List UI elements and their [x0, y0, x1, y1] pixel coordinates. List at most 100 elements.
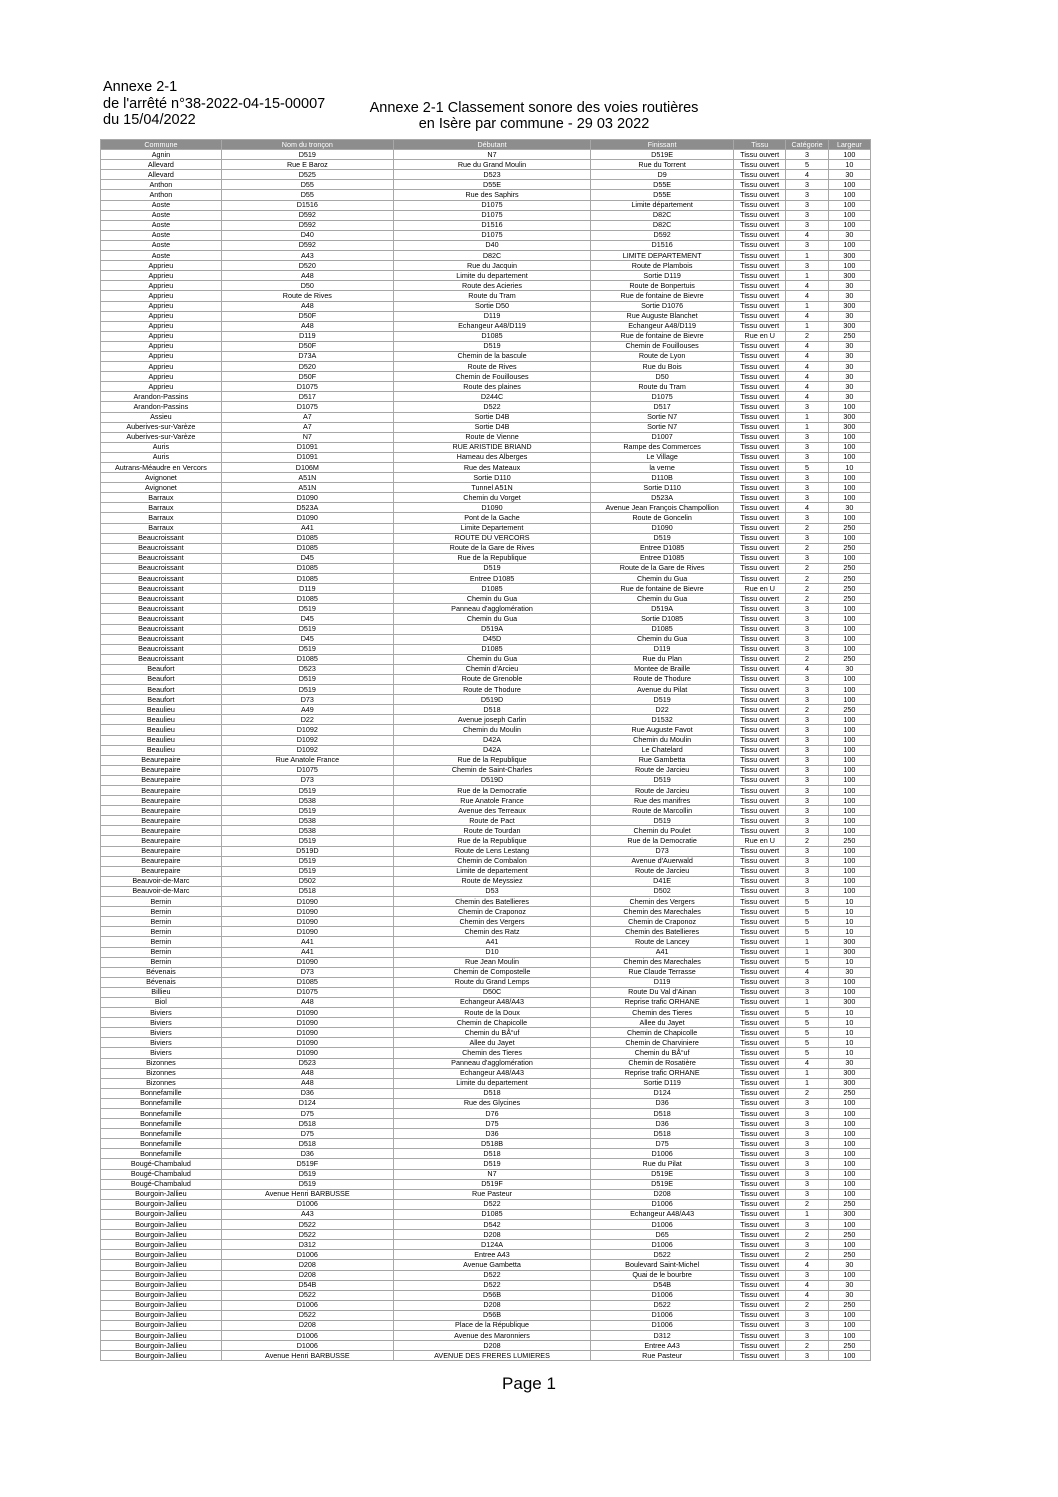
cell-debutant: Chemin de Chapicolle: [392, 1017, 592, 1029]
table-row: Beaulieu A49 D518 D22 Tissu ouvert 2 250: [100, 704, 872, 716]
cell-finissant: Chemin des Vergers: [590, 896, 735, 908]
cell-debutant: D244C: [392, 391, 592, 403]
cell-troncon: D1075: [220, 986, 394, 998]
table-row: Beaucroissant D1085 D519 Route de la Gare d…: [100, 562, 872, 575]
cell-largeur: 100: [827, 673, 872, 686]
cell-tissu: Tissu ouvert: [733, 845, 787, 857]
table-row: Beaucroissant D519 D1085 D119 Tissu ouvert 3 1…: [100, 643, 872, 655]
cell-troncon: N7: [220, 431, 394, 443]
cell-finissant: Chemin du Gua: [590, 593, 735, 605]
cell-finissant: A41: [590, 946, 735, 958]
table-row: Aoste D592 D40 D1516 Tissu ouvert 3 100: [100, 239, 872, 252]
cell-commune: Beaulieu: [100, 744, 222, 756]
cell-debutant: Route de la Doux: [392, 1007, 592, 1019]
cell-debutant: D10: [392, 946, 592, 958]
cell-debutant: Hameau des Alberges: [392, 451, 592, 464]
cell-troncon: D538: [220, 795, 394, 807]
cell-troncon: D1090: [220, 492, 394, 504]
cell-tissu: Tissu ouvert: [733, 865, 787, 877]
cell-finissant: Entree A43: [590, 1340, 735, 1352]
cell-tissu: Tissu ouvert: [733, 936, 787, 948]
cell-commune: Beaulieu: [100, 714, 222, 726]
cell-finissant: Avenue Jean François Champollion: [590, 502, 735, 514]
cell-commune: Bourgoin-Jallieu: [100, 1309, 222, 1321]
cell-finissant: D1006: [590, 1309, 735, 1321]
cell-finissant: D82C: [590, 209, 735, 221]
table-row: Bernin D1090 Chemin des Batellieres Chemin …: [100, 896, 872, 908]
cell-largeur: 100: [827, 694, 872, 706]
cell-tissu: Tissu ouvert: [733, 673, 787, 686]
cell-categorie: 3: [785, 694, 829, 706]
cell-tissu: Tissu ouvert: [733, 1037, 787, 1049]
cell-troncon: A7: [220, 411, 394, 423]
cell-tissu: Rue en U: [733, 330, 787, 342]
cell-debutant: RUE ARISTIDE BRIAND: [392, 441, 592, 453]
cell-commune: Apprieu: [100, 270, 222, 282]
cell-finissant: Rue Pasteur: [590, 1350, 735, 1362]
cell-finissant: D1075: [590, 391, 735, 403]
cell-finissant: Le Chatelard: [590, 744, 735, 756]
cell-debutant: Route de Grenoble: [392, 673, 592, 686]
table-row: Beaucroissant D1085 ROUTE DU VERCORS D519 Ti…: [100, 532, 872, 544]
cell-categorie: 4: [785, 502, 829, 514]
table-row: Biviers D1090 Chemin de Chapicolle Allee du…: [100, 1017, 872, 1029]
cell-debutant: D1085: [392, 583, 592, 595]
cell-categorie: 3: [785, 149, 829, 161]
cell-troncon: D45: [220, 552, 394, 564]
cell-troncon: D75: [220, 1107, 394, 1120]
cell-tissu: Tissu ouvert: [733, 270, 787, 282]
cell-troncon: D1090: [220, 1047, 394, 1059]
cell-commune: Beaucroissant: [100, 583, 222, 595]
cell-troncon: D1091: [220, 451, 394, 464]
cell-troncon: D522: [220, 1229, 394, 1241]
cell-tissu: Tissu ouvert: [733, 1138, 787, 1150]
cell-commune: Apprieu: [100, 330, 222, 342]
cell-finissant: D65: [590, 1229, 735, 1241]
cell-tissu: Tissu ouvert: [733, 724, 787, 736]
cell-troncon: D50F: [220, 371, 394, 383]
cell-troncon: D519: [220, 643, 394, 655]
cell-largeur: 10: [827, 461, 872, 474]
cell-debutant: Chemin de Compostelle: [392, 966, 592, 978]
cell-debutant: Sortie D110: [392, 472, 592, 484]
cell-tissu: Tissu ouvert: [733, 1178, 787, 1190]
cell-categorie: 2: [785, 542, 829, 554]
table-row: Beaucroissant D1085 Chemin du Gua Rue du Pl…: [100, 653, 872, 665]
cell-debutant: Rue de la Republique: [392, 754, 592, 766]
cell-finissant: D110B: [590, 472, 735, 484]
cell-tissu: Tissu ouvert: [733, 593, 787, 605]
cell-categorie: 3: [785, 1350, 829, 1362]
cell-largeur: 100: [827, 1158, 872, 1170]
cell-commune: Beaucroissant: [100, 542, 222, 554]
cell-largeur: 100: [827, 784, 872, 797]
cell-commune: Beaurepaire: [100, 754, 222, 766]
table-row: Bernin A41 A41 Route de Lancey Tissu ouvert 1…: [100, 936, 872, 948]
cell-troncon: D519: [220, 603, 394, 615]
cell-largeur: 100: [827, 754, 872, 766]
cell-troncon: D73: [220, 774, 394, 787]
cell-categorie: 1: [785, 1077, 829, 1089]
cell-debutant: Place de la République: [392, 1319, 592, 1332]
table-row: Apprieu D520 Rue du Jacquin Route de Plambo…: [100, 260, 872, 272]
cell-debutant: D208: [392, 1299, 592, 1311]
cell-tissu: Tissu ouvert: [733, 1118, 787, 1130]
table-row: Beaulieu D22 Avenue joseph Carlin D1532 Tiss…: [100, 714, 872, 726]
cell-commune: Beaurepaire: [100, 845, 222, 857]
cell-troncon: D22: [220, 714, 394, 726]
cell-debutant: D519F: [392, 1178, 592, 1190]
cell-categorie: 2: [785, 330, 829, 342]
cell-largeur: 100: [827, 1239, 872, 1251]
cell-largeur: 100: [827, 815, 872, 827]
cell-debutant: Rue de la Republique: [392, 835, 592, 847]
table-row: Beaucroissant D119 D1085 Rue de fontaine de…: [100, 583, 872, 595]
cell-troncon: D40: [220, 229, 394, 241]
table-row: Bourgoin-Jallieu D1006 D522 D1006 Tissu ouve…: [100, 1198, 872, 1210]
cell-troncon: D1006: [220, 1249, 394, 1261]
cell-troncon: D519D: [220, 845, 394, 857]
cell-commune: Beaurepaire: [100, 784, 222, 797]
cell-finissant: Route du Tram: [590, 381, 735, 393]
cell-finissant: Rue de fontaine de Bievre: [590, 583, 735, 595]
cell-categorie: 2: [785, 1249, 829, 1261]
table-row: Apprieu D50F Chemin de Fouillouses D50 Tissu…: [100, 371, 872, 383]
table-row: Apprieu D50F D119 Rue Auguste Blanchet Tissu…: [100, 310, 872, 322]
